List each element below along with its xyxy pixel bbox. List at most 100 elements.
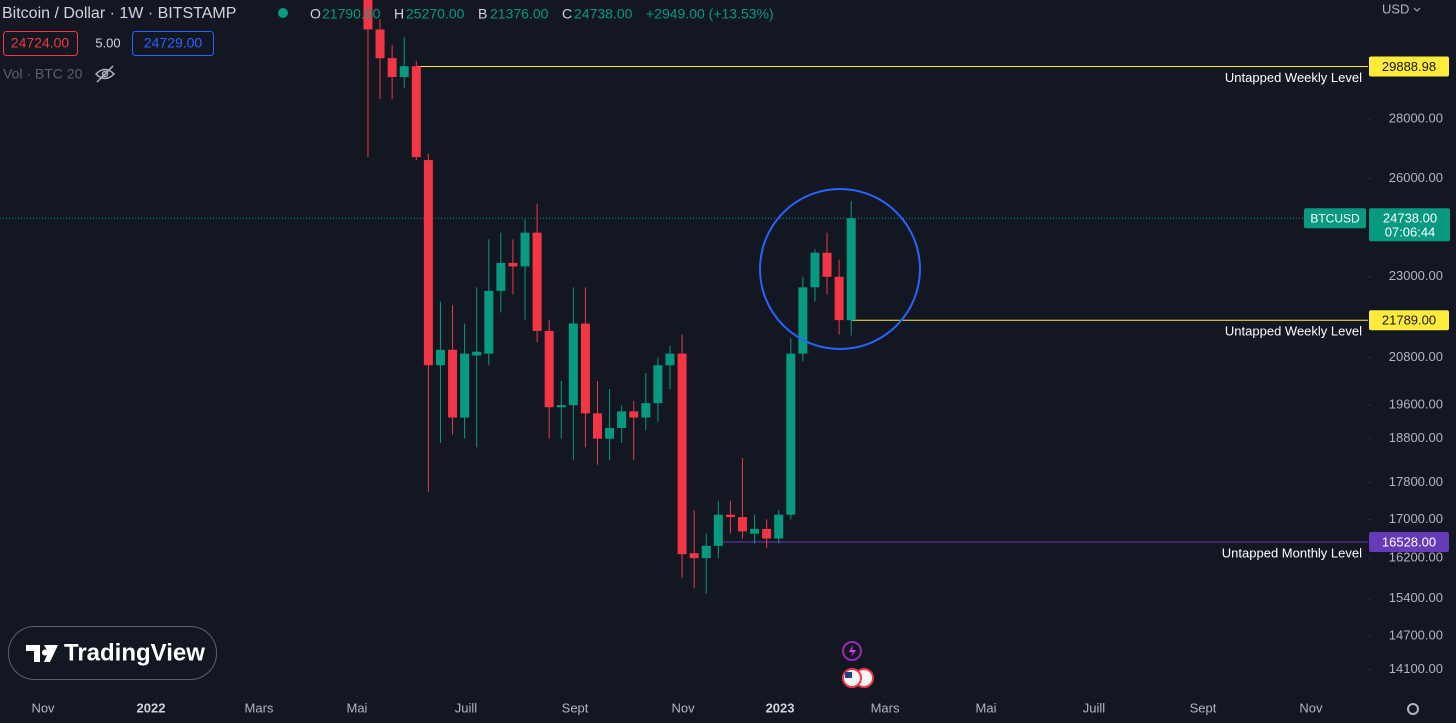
- candle-body: [496, 262, 506, 291]
- x-tick-label: Juill: [455, 700, 478, 715]
- ohlc-key: O: [310, 6, 321, 22]
- x-tick-label: Nov: [671, 700, 695, 715]
- x-tick-label: Sept: [562, 700, 589, 715]
- ohlc-key: C: [562, 6, 572, 22]
- logo-box[interactable]: [8, 626, 217, 680]
- candle-body: [484, 290, 494, 354]
- highlight-circle: [759, 188, 921, 350]
- x-tick-label: Mars: [871, 700, 900, 715]
- logo-icon: [26, 645, 58, 662]
- level-name: Untapped Weekly Level: [1225, 324, 1362, 339]
- ohlc-value: 21790.00: [322, 6, 381, 22]
- y-tick-label: 18800.00: [1389, 430, 1443, 445]
- candle-body: [423, 160, 433, 366]
- last-price-box: [1369, 208, 1450, 242]
- event-bolt: [849, 645, 856, 657]
- y-tick-label: 16200.00: [1389, 550, 1443, 565]
- candle-body: [834, 276, 844, 321]
- y-tick-label: 20800.00: [1389, 349, 1443, 364]
- y-tick-label: 15400.00: [1389, 590, 1443, 605]
- bid[interactable]: 24724.00: [11, 35, 70, 51]
- x-tick-label: Juill: [1083, 700, 1106, 715]
- settings-icon[interactable]: [1407, 703, 1419, 715]
- level-label: 16528.00: [1382, 534, 1436, 549]
- flag-canton: [845, 672, 852, 678]
- ohlc-value: 21376.00: [490, 6, 549, 22]
- x-tick-label: Nov: [31, 700, 55, 715]
- candle-body: [725, 514, 735, 518]
- candle-body: [677, 353, 687, 555]
- candle-body: [798, 287, 808, 354]
- plot-area: Untapped Weekly Level Untapped Weekly Lev…: [0, 0, 1368, 594]
- currency[interactable]: USD: [1382, 1, 1409, 16]
- candle-body: [544, 330, 554, 408]
- candle-body: [363, 0, 373, 30]
- candle-body: [629, 411, 639, 418]
- candle-body: [472, 351, 482, 356]
- candle-body: [617, 411, 627, 429]
- candle-body: [605, 428, 615, 439]
- level-label: 29888.98: [1382, 59, 1436, 74]
- last-price-label: 24738.00: [1383, 211, 1437, 226]
- symbol-label: BTCUSD: [1310, 211, 1360, 225]
- x-tick-label: Nov: [1299, 700, 1323, 715]
- candle-body: [508, 262, 518, 267]
- candle-body: [786, 353, 796, 515]
- candle-body: [411, 66, 421, 158]
- ask[interactable]: 24729.00: [144, 35, 203, 51]
- currency-caret: [1413, 7, 1421, 12]
- spread: 5.00: [95, 35, 120, 50]
- market-status: [278, 8, 288, 18]
- y-tick-label: 23000.00: [1389, 268, 1443, 283]
- level-label-box: [1369, 56, 1449, 77]
- sell-button[interactable]: [3, 31, 78, 56]
- buy-button[interactable]: [132, 31, 214, 56]
- ohlc-key: B: [478, 6, 487, 22]
- countdown: 07:06:44: [1385, 225, 1436, 240]
- candle-body: [641, 403, 651, 418]
- candle-body: [375, 29, 385, 59]
- ohlc-key: H: [394, 6, 404, 22]
- candle-body: [448, 349, 458, 418]
- candle-body: [822, 252, 832, 277]
- axes: 28000.00 26000.00 23000.00 20800.00 19600.00…: [31, 56, 1450, 715]
- y-tick-label: 26000.00: [1389, 170, 1443, 185]
- volume-label: Vol · BTC 20: [3, 66, 83, 82]
- candle-body: [532, 232, 542, 331]
- level-name: Untapped Monthly Level: [1222, 545, 1362, 560]
- candle-body: [520, 232, 530, 267]
- candle-body: [580, 323, 590, 414]
- candle-body: [762, 528, 772, 539]
- y-tick-label: 17000.00: [1389, 511, 1443, 526]
- level-name: Untapped Weekly Level: [1225, 70, 1362, 85]
- logo-text: TradingView: [64, 639, 205, 666]
- candle-body: [846, 218, 856, 321]
- candle-body: [701, 545, 711, 559]
- candle-body: [568, 323, 578, 406]
- x-tick-label: Sept: [1190, 700, 1217, 715]
- candle-body: [774, 514, 784, 539]
- candle-body: [435, 349, 445, 366]
- y-tick-label: 19600.00: [1389, 397, 1443, 412]
- candle-body: [399, 66, 409, 77]
- candle-body: [556, 405, 566, 408]
- x-tick-label: Mai: [976, 700, 997, 715]
- candle-body: [460, 353, 470, 418]
- y-tick-label: 28000.00: [1389, 110, 1443, 125]
- candle-body: [810, 252, 820, 288]
- symbol-title: Bitcoin / Dollar · 1W · BITSTAMP: [2, 5, 236, 22]
- ohlc-value: 24738.00: [574, 6, 633, 22]
- y-tick-label: 14700.00: [1389, 628, 1443, 643]
- candle-body: [593, 413, 603, 439]
- candle-body: [665, 353, 675, 366]
- x-tick-label: Mai: [347, 700, 368, 715]
- hide-icon[interactable]: [94, 65, 116, 83]
- x-tick-label: 2023: [766, 700, 795, 715]
- level-label-box: [1369, 310, 1449, 331]
- candle-body: [713, 514, 723, 546]
- symbol-box: [1304, 208, 1366, 229]
- x-tick-label: 2022: [137, 700, 166, 715]
- candle-body: [653, 365, 663, 404]
